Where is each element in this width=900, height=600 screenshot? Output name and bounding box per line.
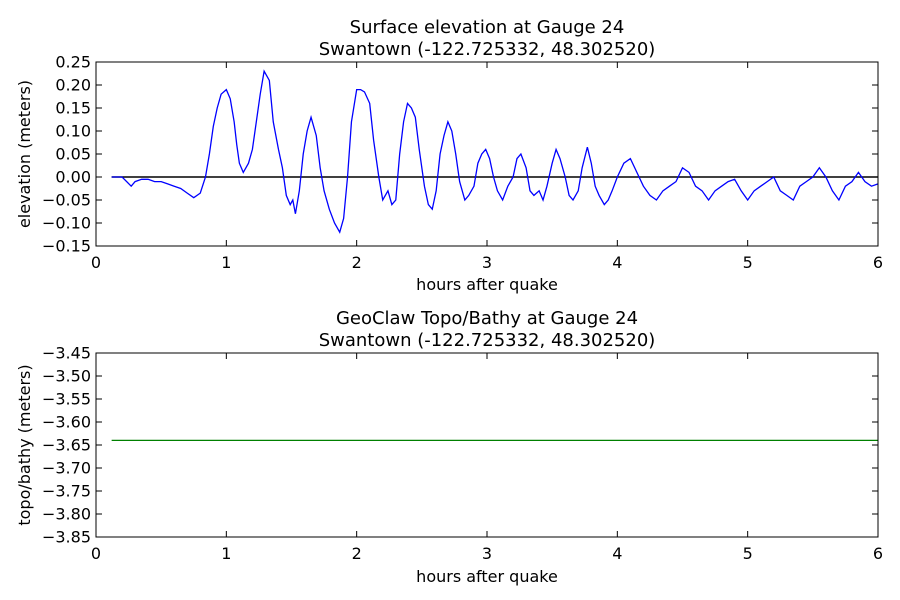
topo-y-tick-label: −3.70	[42, 459, 91, 478]
topo-y-tick-label: −3.50	[42, 367, 91, 386]
elevation-y-label: elevation (meters)	[15, 80, 34, 228]
topo-y-tick-label: −3.45	[42, 344, 91, 363]
elevation-y-tick-label: 0.20	[55, 76, 91, 95]
topo-y-tick-label: −3.75	[42, 482, 91, 501]
topo-chart: GeoClaw Topo/Bathy at Gauge 24 Swantown …	[15, 308, 883, 586]
elevation-y-tick-label: 0.15	[55, 99, 91, 118]
elevation-x-tick-label: 5	[743, 253, 753, 272]
elevation-y-tick-label: −0.05	[42, 191, 91, 210]
elevation-chart: Surface elevation at Gauge 24 Swantown (…	[15, 17, 883, 294]
topo-x-tick-label: 1	[221, 544, 231, 563]
topo-x-tick-label: 4	[612, 544, 622, 563]
elevation-y-tick-label: −0.10	[42, 214, 91, 233]
elevation-x-tick-label: 0	[91, 253, 101, 272]
elevation-x-tick-label: 4	[612, 253, 622, 272]
elevation-plot-frame	[95, 61, 879, 247]
elevation-y-tick-label: 0.25	[55, 53, 91, 72]
elevation-x-tick-label: 1	[221, 253, 231, 272]
topo-chart-subtitle: Swantown (-122.725332, 48.302520)	[319, 330, 656, 351]
topo-y-tick-label: −3.65	[42, 436, 91, 455]
elevation-x-tick-label: 6	[873, 253, 883, 272]
topo-x-label: hours after quake	[416, 567, 558, 586]
topo-x-tick-label: 0	[91, 544, 101, 563]
topo-x-tick-label: 2	[352, 544, 362, 563]
topo-x-tick-label: 6	[873, 544, 883, 563]
elevation-y-tick-label: 0.10	[55, 122, 91, 141]
topo-y-label: topo/bathy (meters)	[15, 364, 34, 525]
topo-chart-title: GeoClaw Topo/Bathy at Gauge 24	[336, 308, 638, 329]
elevation-y-tick-label: 0.00	[55, 168, 91, 187]
topo-y-tick-label: −3.60	[42, 413, 91, 432]
topo-y-tick-label: −3.85	[42, 528, 91, 547]
elevation-x-label: hours after quake	[416, 275, 558, 294]
topo-plot-frame	[95, 352, 879, 538]
topo-x-tick-label: 3	[482, 544, 492, 563]
elevation-y-tick-label: −0.15	[42, 237, 91, 256]
topo-tick-labels: 0 1 2 3 4 5 6 −3.45 −3.50 −3.55 −3.60 −3.65 −3.70 −3.…	[42, 344, 883, 564]
topo-x-tick-label: 5	[743, 544, 753, 563]
topo-plot-area	[96, 353, 878, 537]
elevation-x-tick-label: 3	[482, 253, 492, 272]
elevation-series-line	[111, 69, 879, 234]
elevation-x-tick-label: 2	[352, 253, 362, 272]
topo-y-tick-label: −3.80	[42, 505, 91, 524]
elevation-tick-labels: 0 1 2 3 4 5 6 0.25 0.20 0.15 0.10 0.05 0.00 −0.05 −0.1…	[42, 53, 883, 273]
elevation-chart-subtitle: Swantown (-122.725332, 48.302520)	[319, 39, 656, 60]
topo-y-tick-label: −3.55	[42, 390, 91, 409]
elevation-y-tick-label: 0.05	[55, 145, 91, 164]
elevation-chart-title: Surface elevation at Gauge 24	[350, 17, 625, 38]
